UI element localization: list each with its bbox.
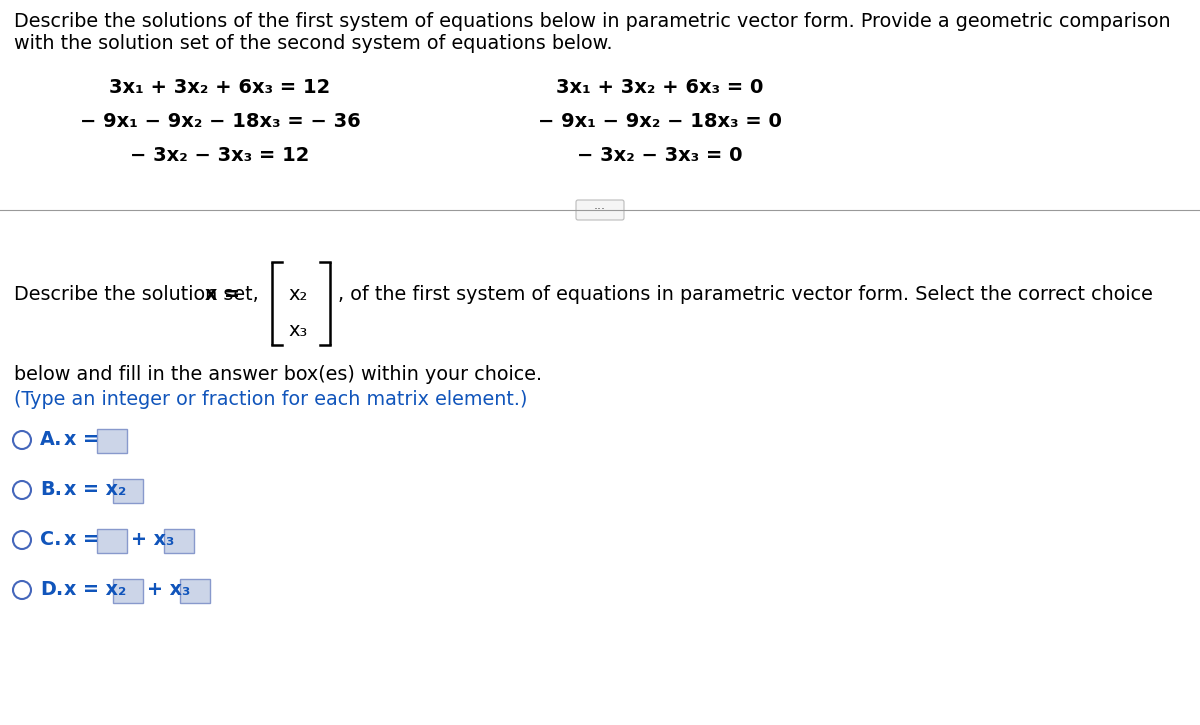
Text: x = x₂: x = x₂ bbox=[64, 580, 126, 599]
FancyBboxPatch shape bbox=[163, 529, 193, 553]
Text: B.: B. bbox=[40, 480, 62, 499]
Text: ···: ··· bbox=[594, 204, 606, 217]
FancyBboxPatch shape bbox=[97, 429, 127, 453]
Text: − 9x₁ − 9x₂ − 18x₃ = 0: − 9x₁ − 9x₂ − 18x₃ = 0 bbox=[538, 112, 782, 131]
FancyBboxPatch shape bbox=[113, 479, 143, 503]
Text: − 3x₂ − 3x₃ = 0: − 3x₂ − 3x₃ = 0 bbox=[577, 146, 743, 165]
Text: x₃: x₃ bbox=[288, 321, 307, 340]
Text: , of the first system of equations in parametric vector form. Select the correct: , of the first system of equations in pa… bbox=[338, 285, 1153, 304]
FancyBboxPatch shape bbox=[97, 529, 127, 553]
Text: + x₃: + x₃ bbox=[131, 530, 174, 549]
FancyBboxPatch shape bbox=[180, 579, 210, 603]
Text: below and fill in the answer box(es) within your choice.: below and fill in the answer box(es) wit… bbox=[14, 365, 542, 384]
Text: − 3x₂ − 3x₃ = 12: − 3x₂ − 3x₃ = 12 bbox=[131, 146, 310, 165]
Text: Describe the solutions of the first system of equations below in parametric vect: Describe the solutions of the first syst… bbox=[14, 12, 1171, 31]
Text: x =: x = bbox=[64, 430, 106, 449]
FancyBboxPatch shape bbox=[113, 579, 143, 603]
Text: A.: A. bbox=[40, 430, 62, 449]
Text: (Type an integer or fraction for each matrix element.): (Type an integer or fraction for each ma… bbox=[14, 390, 528, 409]
Text: x = x₂: x = x₂ bbox=[64, 480, 126, 499]
Text: x =: x = bbox=[64, 530, 106, 549]
Text: 3x₁ + 3x₂ + 6x₃ = 0: 3x₁ + 3x₂ + 6x₃ = 0 bbox=[557, 78, 763, 97]
Text: Describe the solution set,: Describe the solution set, bbox=[14, 285, 265, 304]
FancyBboxPatch shape bbox=[576, 200, 624, 220]
Text: − 9x₁ − 9x₂ − 18x₃ = − 36: − 9x₁ − 9x₂ − 18x₃ = − 36 bbox=[79, 112, 360, 131]
Text: C.: C. bbox=[40, 530, 61, 549]
Text: D.: D. bbox=[40, 580, 64, 599]
Text: x =: x = bbox=[205, 285, 247, 304]
Text: x₂: x₂ bbox=[288, 285, 307, 304]
Text: 3x₁ + 3x₂ + 6x₃ = 12: 3x₁ + 3x₂ + 6x₃ = 12 bbox=[109, 78, 331, 97]
Text: with the solution set of the second system of equations below.: with the solution set of the second syst… bbox=[14, 34, 613, 53]
Text: + x₃: + x₃ bbox=[148, 580, 191, 599]
